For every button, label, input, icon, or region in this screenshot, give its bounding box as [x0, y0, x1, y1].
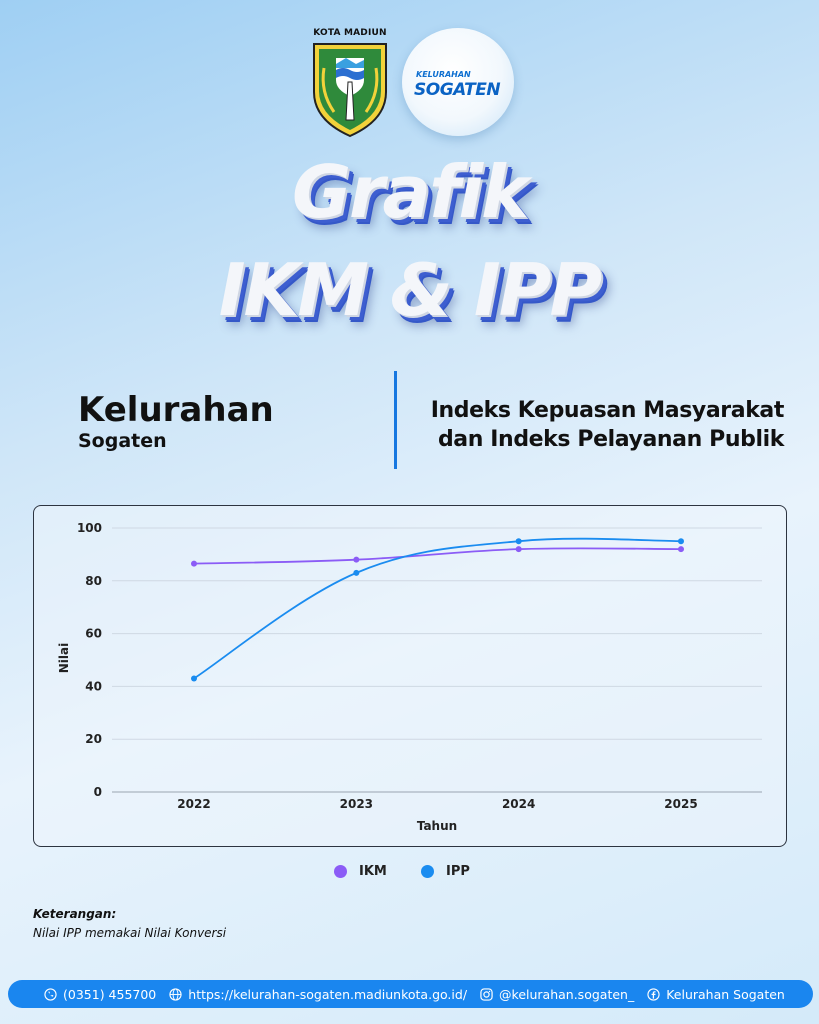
data-point-ipp — [515, 538, 522, 545]
data-point-ikm — [353, 556, 360, 563]
phone-icon — [44, 987, 57, 1001]
note-heading: Keterangan: — [33, 907, 117, 921]
legend-item-ipp: IPP — [421, 864, 470, 879]
y-tick-label: 100 — [77, 521, 102, 535]
series-line-ikm — [193, 547, 682, 565]
badge-top-text: KELURAHAN — [416, 70, 471, 79]
data-point-ikm — [678, 546, 684, 553]
badge-main-text: SOGATEN — [414, 80, 501, 100]
data-point-ikm — [515, 546, 522, 553]
data-point-ipp — [678, 538, 684, 545]
data-point-ipp — [353, 569, 360, 576]
y-tick-label: 0 — [94, 785, 102, 799]
footer-instagram[interactable]: @kelurahan.sogaten_ — [480, 987, 634, 1002]
contact-footer: (0351) 455700 https://kelurahan-sogaten.… — [8, 980, 813, 1008]
footer-facebook-text[interactable]: Kelurahan Sogaten — [666, 986, 785, 1002]
crest-label: KOTA MADIUN — [313, 28, 387, 38]
legend-item-ikm: IKM — [334, 864, 387, 879]
x-axis-title: Tahun — [417, 819, 457, 833]
footer-facebook[interactable]: Kelurahan Sogaten — [647, 987, 785, 1002]
x-tick-label: 2023 — [340, 797, 373, 811]
page-title-line1: Grafik — [291, 150, 529, 234]
note-text: Nilai IPP memakai Nilai Konversi — [33, 926, 227, 940]
subtitle-left-sub: Sogaten — [78, 430, 167, 452]
legend-label-ipp: IPP — [446, 864, 470, 879]
subtitle-right-line2: dan Indeks Pelayanan Publik — [437, 427, 784, 452]
footer-phone-text: (0351) 455700 — [63, 986, 157, 1002]
footer-phone: (0351) 455700 — [44, 987, 156, 1002]
footer-instagram-text[interactable]: @kelurahan.sogaten_ — [499, 986, 635, 1002]
kota-madiun-crest: KOTA MADIUN — [306, 28, 394, 138]
line-chart: 0 20 40 60 80 100 2022 2023 2024 2025 Tahun Nilai — [57, 521, 762, 833]
x-tick-label: 2024 — [502, 797, 535, 811]
y-tick-label: 40 — [85, 679, 102, 693]
y-tick-label: 20 — [85, 732, 102, 746]
crest-shield-icon — [313, 43, 387, 138]
data-point-ikm — [191, 560, 197, 567]
series-line-ipp — [193, 537, 682, 680]
legend-marker-ikm — [334, 865, 347, 878]
logo-area: KOTA MADIUN KELURAHAN SOGATEN — [0, 24, 819, 139]
legend-label-ikm: IKM — [359, 864, 387, 879]
chart-legend: IKM IPP — [0, 864, 819, 884]
subtitle-divider — [394, 371, 397, 469]
facebook-icon — [647, 987, 660, 1001]
y-tick-label: 60 — [85, 627, 102, 641]
kelurahan-sogaten-badge: KELURAHAN SOGATEN — [402, 28, 514, 136]
globe-icon — [169, 987, 182, 1001]
footer-website[interactable]: https://kelurahan-sogaten.madiunkota.go.… — [169, 987, 467, 1002]
subtitle-right-line1: Indeks Kepuasan Masyarakat — [430, 398, 785, 423]
data-point-ipp — [191, 675, 197, 682]
y-tick-label: 80 — [85, 574, 102, 588]
y-axis-title: Nilai — [57, 643, 71, 673]
instagram-icon — [480, 987, 493, 1001]
x-tick-label: 2025 — [664, 797, 697, 811]
subtitle-left-main: Kelurahan — [78, 390, 274, 430]
chart-container: 0 20 40 60 80 100 2022 2023 2024 2025 Tahun Nilai — [33, 505, 787, 847]
subtitle-right: Indeks Kepuasan Masyarakat dan Indeks Pe… — [430, 396, 785, 454]
page-title-line2: IKM & IPP — [218, 248, 602, 332]
footer-website-link[interactable]: https://kelurahan-sogaten.madiunkota.go.… — [188, 986, 468, 1002]
legend-marker-ipp — [421, 865, 434, 878]
x-tick-label: 2022 — [177, 797, 210, 811]
